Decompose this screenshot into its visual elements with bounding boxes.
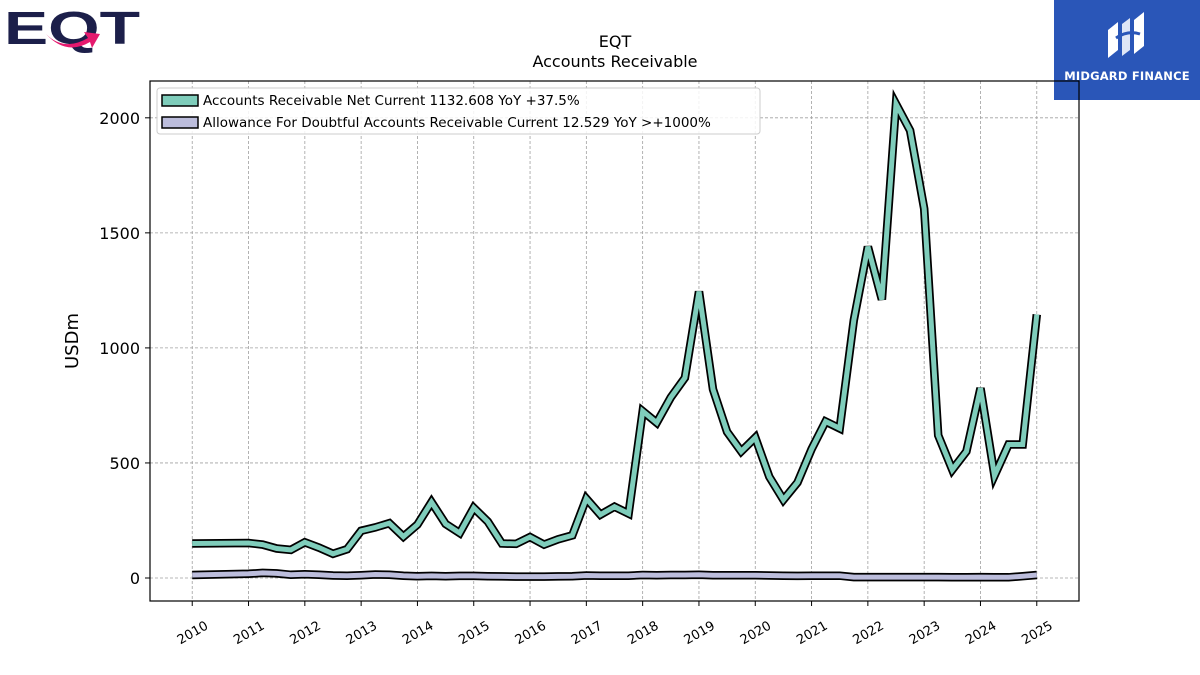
x-tick-label: 2020 xyxy=(738,619,774,649)
midgard-emblem-icon xyxy=(1108,12,1144,58)
x-tick-label: 2012 xyxy=(288,619,324,649)
y-tick-label: 1000 xyxy=(99,339,140,358)
eqt-logo: EQT xyxy=(4,4,140,54)
y-tick-label: 500 xyxy=(109,454,140,473)
x-tick-label: 2018 xyxy=(625,619,661,649)
series-0-outline xyxy=(192,88,1042,559)
x-tick-label: 2017 xyxy=(569,619,605,649)
legend: Accounts Receivable Net Current 1132.608… xyxy=(156,87,761,135)
y-tick-label: 2000 xyxy=(99,109,140,128)
x-tick-label: 2024 xyxy=(963,619,999,649)
series-0-line xyxy=(192,95,1040,557)
x-tick-label: 2023 xyxy=(907,619,943,649)
chart-subtitle: Accounts Receivable xyxy=(532,52,698,71)
y-axis-label: USDm xyxy=(62,313,83,369)
legend-swatch-1 xyxy=(161,116,199,129)
axis-ticks: 0 500 1000 1500 2000 2010 2011 2012 2013 2014 2015… xyxy=(99,109,1055,648)
x-tick-label: 2010 xyxy=(175,619,211,649)
x-tick-label: 2019 xyxy=(682,619,718,649)
eqt-logo-swoosh xyxy=(46,32,100,48)
plot-frame xyxy=(149,80,1080,602)
x-tick-label: 2014 xyxy=(400,619,436,649)
x-tick-label: 2022 xyxy=(851,619,887,649)
legend-label-0: Accounts Receivable Net Current 1132.608… xyxy=(203,93,580,109)
x-tick-label: 2015 xyxy=(456,619,492,649)
midgard-finance-logo: MIDGARD FINANCE xyxy=(1054,0,1200,100)
x-tick-label: 2011 xyxy=(231,619,267,649)
y-tick-label: 0 xyxy=(130,569,140,588)
x-tick-label: 2021 xyxy=(794,619,830,649)
series-1-line xyxy=(192,570,1038,580)
midgard-logo-text: MIDGARD FINANCE xyxy=(1064,69,1190,83)
x-tick-label: 2013 xyxy=(344,619,380,649)
x-tick-label: 2016 xyxy=(513,619,549,649)
legend-label-1: Allowance For Doubtful Accounts Receivab… xyxy=(203,115,711,131)
grid xyxy=(150,81,1079,601)
x-tick-label: 2025 xyxy=(1019,619,1055,649)
y-tick-label: 1500 xyxy=(99,224,140,243)
legend-box xyxy=(156,87,761,135)
legend-swatch-0 xyxy=(161,94,199,107)
chart-title: EQT xyxy=(598,32,632,51)
series-lines xyxy=(192,88,1042,582)
